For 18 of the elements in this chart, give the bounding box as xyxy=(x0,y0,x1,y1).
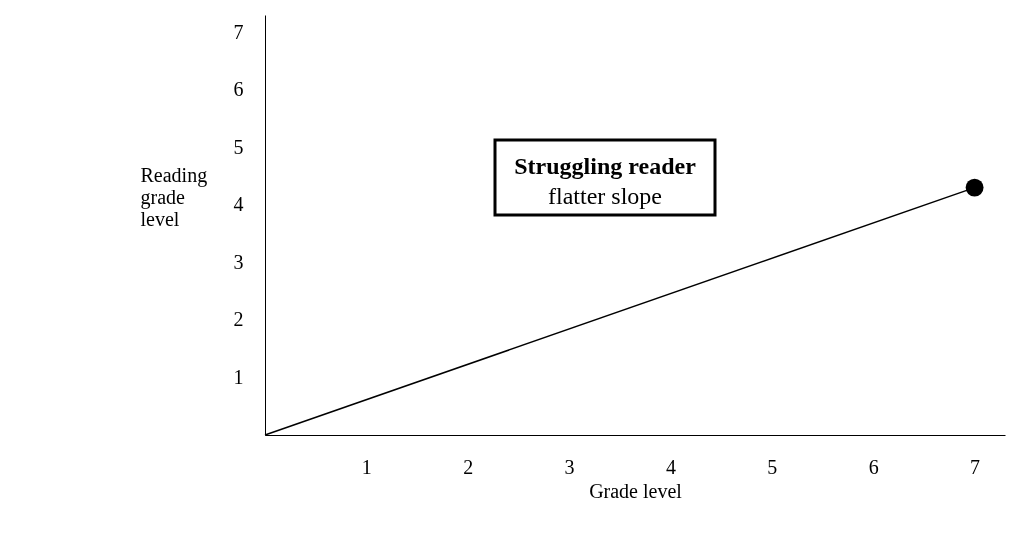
x-tick-label: 7 xyxy=(970,455,981,478)
x-axis-title: Grade level xyxy=(589,479,683,502)
x-tick-label: 5 xyxy=(767,455,778,478)
x-tick-label: 3 xyxy=(564,455,575,478)
y-tick-label: 5 xyxy=(233,135,244,158)
annotation: flatter slope xyxy=(548,183,662,209)
x-tick-label: 6 xyxy=(868,455,879,478)
y-axis-title: Reading grade level xyxy=(140,163,208,230)
y-tick-label: 7 xyxy=(233,20,244,43)
y-tick-label: 2 xyxy=(233,308,244,331)
y-tick-label: 3 xyxy=(233,250,244,273)
annotation: Struggling reader xyxy=(514,153,697,179)
y-tick-label: 1 xyxy=(233,365,244,388)
y-tick-label: 6 xyxy=(233,78,244,101)
x-tick-label: 2 xyxy=(463,455,474,478)
x-tick-label: 4 xyxy=(665,455,676,478)
y-tick-label: 4 xyxy=(233,193,244,216)
x-tick-label: 1 xyxy=(361,455,372,478)
